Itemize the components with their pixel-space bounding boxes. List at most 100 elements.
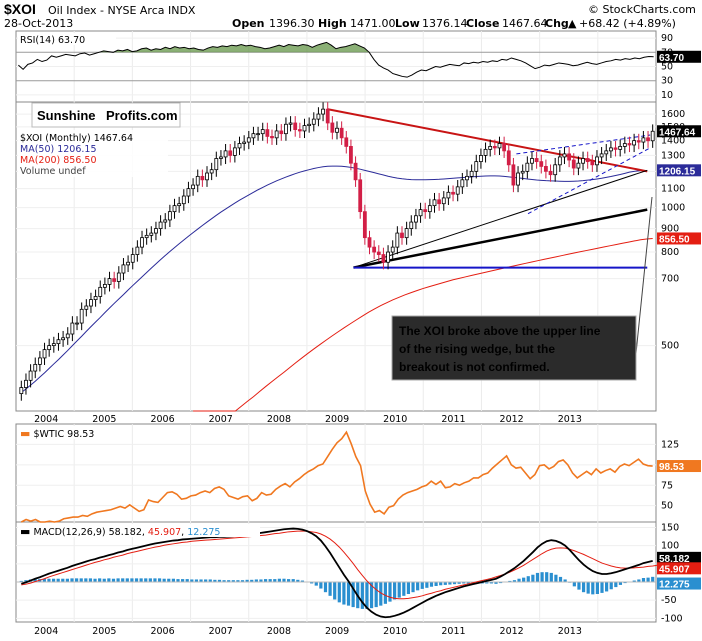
macd-hist-bar xyxy=(84,578,88,582)
candle-body xyxy=(497,143,502,149)
rsi-tick-label: 10 xyxy=(661,90,673,101)
price-x-label: 2009 xyxy=(325,414,349,425)
price-tick-label: 1300 xyxy=(661,150,685,161)
macd-hist-bar xyxy=(439,582,443,586)
candle-body xyxy=(214,158,219,171)
candle-body xyxy=(144,234,149,239)
macd-hist-bar xyxy=(558,576,563,582)
macd-hist-bar xyxy=(213,579,217,582)
rsi-tick-label: 30 xyxy=(661,76,673,87)
legend-ma200: MA(200) 856.50 xyxy=(20,155,97,166)
macd-hist-bar xyxy=(65,578,69,582)
candle-body xyxy=(181,195,186,205)
candle-body xyxy=(418,209,423,217)
candle-body xyxy=(404,228,409,239)
candle-body xyxy=(116,272,121,282)
rsi-badge-bg xyxy=(657,50,701,63)
macd-x-label: 2005 xyxy=(92,626,116,637)
candle-body xyxy=(548,170,553,176)
macd-hist-bar xyxy=(61,578,65,582)
badges-layer: 63.70 1467.64 1206.15 856.50 98.53 58.18245.9… xyxy=(657,50,701,591)
price-tick-label: 500 xyxy=(661,341,679,352)
macd-hist-bar xyxy=(526,576,530,582)
rsi-tick-label: 90 xyxy=(661,33,673,44)
wtic-tick-label: 75 xyxy=(661,480,673,491)
candle-body xyxy=(386,251,390,263)
macd-hist-bar xyxy=(98,578,102,582)
candle-body xyxy=(256,133,260,136)
price-x-label: 2004 xyxy=(34,414,58,425)
candle-body xyxy=(75,322,79,325)
hist-badge-bg xyxy=(657,577,701,590)
macd-legend-icon: ▬ xyxy=(20,525,30,538)
candle-body xyxy=(279,130,284,135)
low-label: Low xyxy=(395,17,420,30)
candle-body xyxy=(209,169,214,174)
candle-body xyxy=(446,191,451,199)
candle-body xyxy=(544,166,548,172)
macd-tick-label: 150 xyxy=(661,522,679,533)
chart-date: 28-Oct-2013 xyxy=(4,17,73,30)
candle-body xyxy=(483,148,488,156)
high-value: 1471.00 xyxy=(350,17,396,30)
candle-body xyxy=(274,130,279,139)
wtic-tick-label: 50 xyxy=(661,501,673,512)
macd-sep2: , xyxy=(181,527,187,538)
macd-hist-bar xyxy=(148,578,152,582)
candle-body xyxy=(325,108,330,124)
macd-hist-bar xyxy=(522,577,526,582)
macd-hist-bar xyxy=(282,578,286,582)
candle-body xyxy=(636,140,641,143)
candle-body xyxy=(177,203,182,207)
annotation-box xyxy=(391,315,637,381)
close-value: 1467.64 xyxy=(502,17,548,30)
price-x-label: 2005 xyxy=(92,414,116,425)
candle-body xyxy=(627,143,632,146)
macd-hist-bar xyxy=(314,582,318,586)
candle-body xyxy=(381,254,386,263)
logo-part1: Sunshine xyxy=(37,108,96,123)
open-value: 1396.30 xyxy=(269,17,315,30)
candle-body xyxy=(172,205,177,213)
price-tick-label: 1100 xyxy=(661,184,685,195)
candle-body xyxy=(307,123,312,126)
high-label: High xyxy=(318,17,347,30)
ma50-line xyxy=(21,165,644,393)
candle-body xyxy=(284,123,288,135)
wtic-label: $WTIC xyxy=(33,429,64,440)
wtic-title: ▬ $WTIC 98.53 xyxy=(20,427,94,440)
macd-hist-bar xyxy=(245,579,249,582)
macd-hist-bar xyxy=(277,578,281,582)
rsi-badge: 63.70 xyxy=(659,53,684,64)
macd-hist-bar xyxy=(549,572,553,582)
wtic-layer xyxy=(20,430,653,523)
candle-body xyxy=(242,141,247,144)
candle-body xyxy=(232,147,237,156)
candle-body xyxy=(149,232,154,236)
macd-hist-bar xyxy=(190,579,194,582)
candle-body xyxy=(553,164,558,176)
annotation-callout: The XOI broke above the upper line of th… xyxy=(391,196,653,381)
candle-body xyxy=(409,221,414,230)
candle-body xyxy=(37,357,42,365)
price-x-label: 2010 xyxy=(383,414,407,425)
candle-body xyxy=(604,150,609,155)
macd-hist-bar xyxy=(443,582,447,585)
signal-badge-bg xyxy=(657,562,701,575)
macd-hist-bar xyxy=(512,580,517,582)
macd-hist-bar xyxy=(33,579,37,582)
candle-body xyxy=(135,246,140,255)
macd-hist-bar xyxy=(107,578,111,582)
rsi-title: RSI(14) 63.70 xyxy=(20,35,85,46)
price-tick-label: 1600 xyxy=(661,109,685,120)
candle-body xyxy=(158,221,163,230)
wtic-badge-bg xyxy=(657,460,701,473)
macd-hist-bar xyxy=(204,579,208,582)
candle-body xyxy=(557,156,562,166)
price-tick-label: 1000 xyxy=(661,203,685,214)
macd-hist-bar xyxy=(402,582,406,596)
candle-body xyxy=(423,209,428,213)
candle-body xyxy=(414,215,418,223)
candle-body xyxy=(344,137,349,147)
macd-x-label: 2010 xyxy=(383,626,407,637)
